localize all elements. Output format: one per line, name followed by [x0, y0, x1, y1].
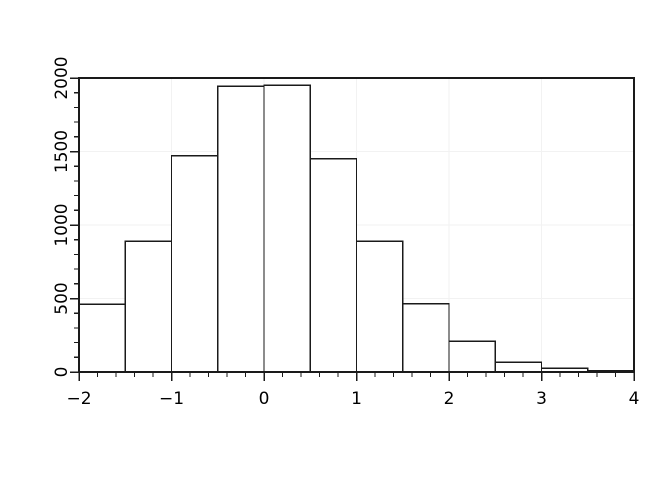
histogram-bar — [78, 303, 126, 373]
histogram-bar — [355, 240, 404, 373]
y-major-ticks — [70, 77, 79, 373]
y-tick-labels: 0 500 1000 1500 2000 — [52, 56, 72, 377]
y-axis-label: 0 — [52, 367, 72, 378]
y-axis-label: 2000 — [52, 56, 72, 99]
x-major-ticks — [78, 372, 635, 381]
x-axis-label: 0 — [259, 389, 270, 409]
y-minor-ticks — [74, 92, 79, 358]
x-axis-label: 4 — [629, 389, 640, 409]
histogram-bar — [263, 84, 311, 373]
histogram-bar — [494, 361, 543, 373]
histogram-bar — [217, 85, 265, 373]
x-axis-label: 1 — [351, 389, 362, 409]
x-minor-ticks — [96, 372, 617, 377]
y-axis-label: 1500 — [52, 130, 72, 173]
histogram-bar — [448, 340, 496, 373]
histogram-bar — [402, 302, 450, 373]
y-axis-label: 1000 — [52, 203, 72, 246]
x-axis-label: 3 — [536, 389, 547, 409]
histogram-bar — [124, 240, 173, 373]
x-axis-label: −2 — [66, 389, 91, 409]
x-tick-labels: −2 −1 0 1 2 3 4 — [66, 389, 639, 409]
x-axis-label: −1 — [159, 389, 184, 409]
x-axis-label: 2 — [444, 389, 455, 409]
histogram-bar — [170, 155, 219, 373]
histogram-bar — [309, 158, 358, 373]
y-axis-label: 500 — [52, 282, 72, 314]
